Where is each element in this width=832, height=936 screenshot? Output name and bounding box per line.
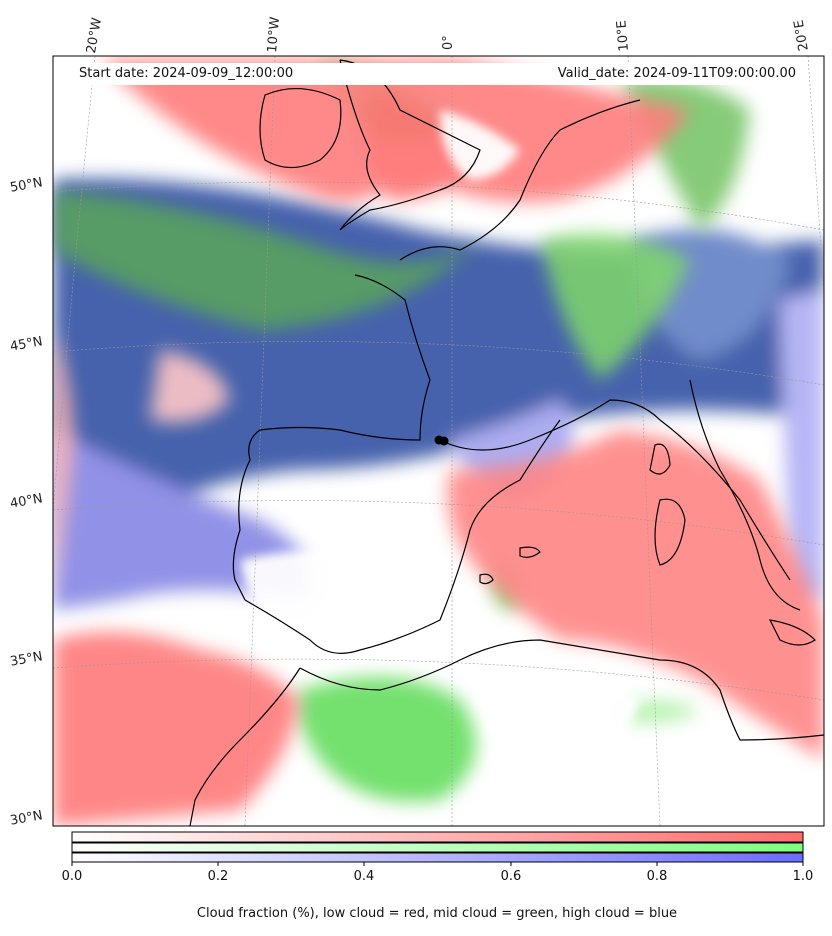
coastlines xyxy=(189,59,824,826)
lon-label-10w: 10°W xyxy=(265,16,284,54)
date-info-bar: Start date: 2024-09-09_12:00:00 Valid_da… xyxy=(72,63,803,85)
cloud-field xyxy=(53,56,824,826)
location-markers xyxy=(434,435,449,446)
colorbar-caption: Cloud fraction (%), low cloud = red, mid… xyxy=(196,906,678,921)
start-date-text: Start date: 2024-09-09_12:00:00 xyxy=(79,66,294,81)
lon-label-0: 0° xyxy=(441,35,456,50)
colorbar xyxy=(71,831,804,866)
colorbar-tick: 1.0 xyxy=(792,869,814,884)
colorbar-tick: 0.8 xyxy=(646,869,668,884)
colorbar-tick: 0.4 xyxy=(353,869,375,884)
colorbar-tick: 0.2 xyxy=(207,869,229,884)
valid-date-text: Valid_date: 2024-09-11T09:00:00.00 xyxy=(557,66,796,81)
lon-label-10e: 10°E xyxy=(614,19,632,53)
colorbar-tick: 0.6 xyxy=(500,869,522,884)
colorbar-tick: 0.0 xyxy=(61,869,83,884)
